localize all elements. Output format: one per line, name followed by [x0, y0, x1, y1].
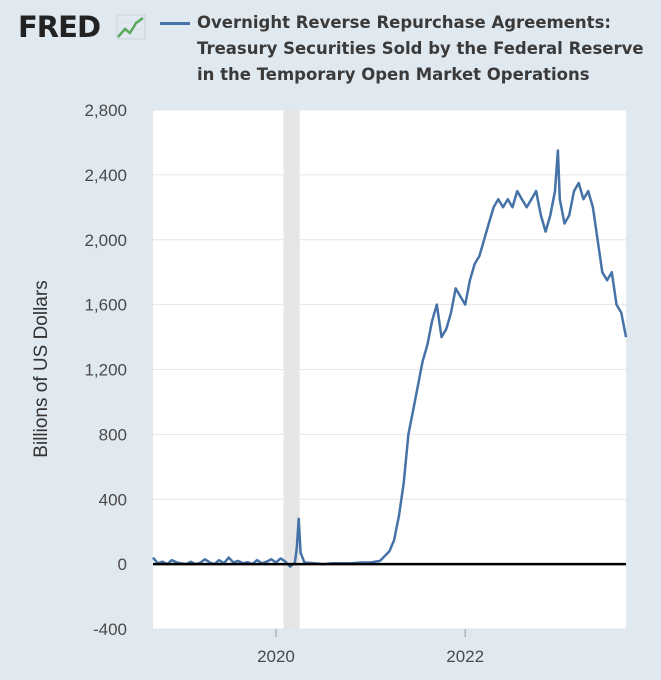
y-tick-label: 1,200: [84, 361, 127, 380]
legend-swatch: [160, 22, 190, 25]
chart-header: FRED Overnight Reverse Repurchase Agreem…: [0, 0, 661, 95]
y-tick-label: 800: [99, 425, 127, 444]
title-line: Overnight Reverse Repurchase Agreements:: [197, 13, 611, 32]
y-tick-label: 2,800: [84, 101, 127, 120]
chart-title: Overnight Reverse Repurchase Agreements:…: [197, 10, 652, 88]
y-tick-label: 400: [99, 490, 127, 509]
x-tick-label: 2022: [446, 647, 484, 666]
series-line: [152, 149, 628, 568]
fred-logo[interactable]: FRED: [18, 10, 101, 44]
title-line: in the Temporary Open Market Operations: [197, 65, 590, 84]
y-tick-label: 2,400: [84, 166, 127, 185]
y-tick-label: 0: [118, 555, 127, 574]
y-tick-label: 2,000: [84, 231, 127, 250]
y-tick-label: -400: [93, 620, 127, 639]
y-tick-label: 1,600: [84, 296, 127, 315]
x-tick-label: 2020: [257, 647, 295, 666]
y-axis-label: Billions of US Dollars: [31, 280, 52, 457]
line-chart: -400 0 400 800 1,200 1,600 2,000 2,400 2,800 202…: [31, 101, 628, 666]
title-line: Treasury Securities Sold by the Federal …: [197, 39, 644, 58]
line-graph-icon: [116, 14, 146, 40]
